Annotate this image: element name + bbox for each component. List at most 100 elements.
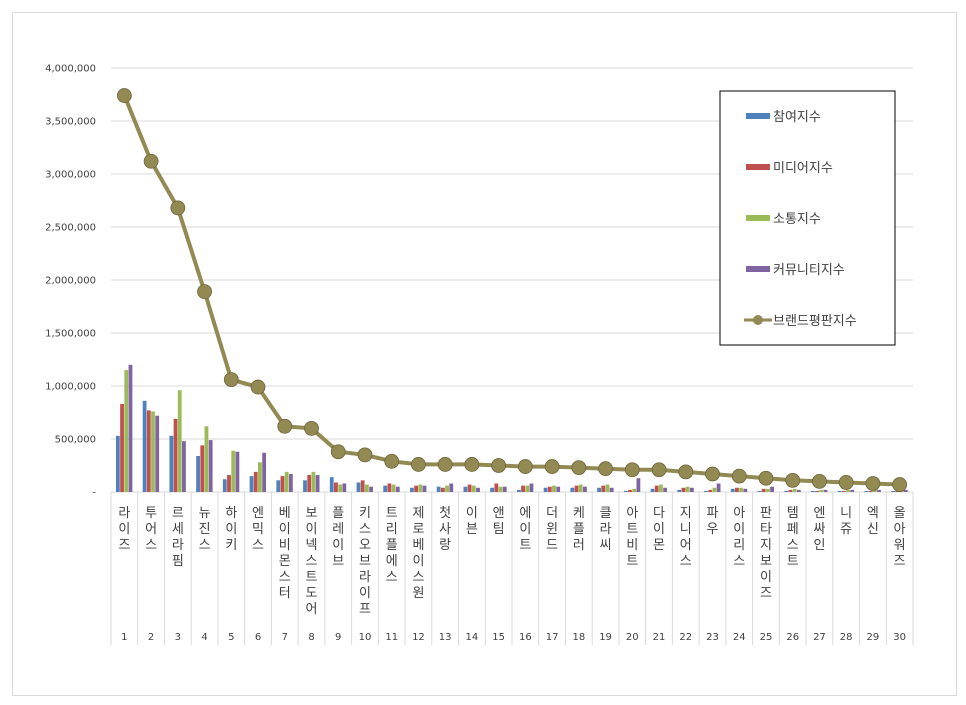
bar-4 [556, 486, 561, 492]
bar-4 [208, 440, 213, 492]
bar-3 [685, 486, 690, 492]
bar-3 [525, 485, 530, 492]
rank-label: 1 [121, 632, 127, 643]
bar-3 [177, 390, 182, 492]
bar-2 [253, 471, 258, 492]
rank-label: 7 [282, 632, 288, 643]
bar-1 [543, 487, 548, 492]
bar-1 [249, 476, 254, 492]
line-marker [116, 88, 132, 103]
bar-4 [850, 489, 855, 492]
bar-1 [597, 487, 601, 492]
line-marker [330, 444, 346, 460]
bar-2 [414, 485, 419, 492]
bar-2 [280, 476, 285, 492]
line-marker [143, 153, 159, 169]
bar-4 [128, 364, 133, 492]
bar-2 [547, 486, 552, 492]
bar-3 [659, 484, 663, 492]
bar-1 [837, 490, 842, 492]
rank-label: 19 [599, 632, 612, 643]
bar-4 [823, 489, 828, 492]
y-tick-label: 500,000 [55, 435, 96, 446]
bar-4 [636, 478, 641, 492]
bar-4 [663, 487, 668, 492]
line-marker [437, 457, 453, 472]
bar-1 [490, 487, 495, 492]
line-marker [785, 472, 801, 488]
bar-4 [235, 451, 240, 492]
legend-label: 커뮤니티지수 [773, 263, 845, 278]
y-tick-label: - [92, 488, 96, 499]
bar-3 [712, 487, 717, 492]
bar-1 [730, 488, 735, 492]
bar-1 [303, 480, 307, 492]
bar-1 [383, 485, 388, 492]
bar-1 [410, 487, 414, 492]
line-marker [197, 284, 212, 300]
bar-2 [227, 475, 231, 492]
legend-swatch [746, 113, 770, 119]
bar-4 [796, 489, 801, 492]
bar-3 [471, 485, 476, 492]
y-tick-label: 3,500,000 [45, 117, 96, 128]
bar-4 [288, 473, 293, 492]
bar-4 [342, 483, 347, 492]
bar-3 [231, 450, 236, 492]
rank-label: 4 [201, 632, 207, 643]
bar-3 [311, 471, 316, 492]
rank-label: 10 [359, 632, 372, 643]
rank-label: 15 [492, 632, 505, 643]
bar-3 [846, 489, 850, 492]
rank-label: 27 [813, 632, 826, 643]
bar-2 [173, 418, 178, 492]
legend-swatch [746, 215, 770, 221]
bar-2 [467, 484, 472, 492]
line-marker [892, 477, 908, 492]
rank-label: 6 [255, 632, 261, 643]
rank-label: 13 [439, 632, 452, 643]
bar-1 [356, 482, 361, 492]
bar-2 [708, 489, 713, 492]
bar-4 [583, 486, 587, 492]
bar-3 [124, 370, 129, 492]
bar-3 [151, 411, 155, 492]
bar-2 [574, 485, 579, 492]
chart-frame: - 500,000 1,000,000 1,500,000 2,000,000 2,500… [12, 12, 957, 696]
line-marker [517, 459, 533, 474]
bar-2 [868, 490, 873, 492]
bar-1 [677, 489, 682, 492]
bar-2 [628, 489, 632, 492]
rank-label: 22 [679, 632, 692, 643]
bar-4 [395, 486, 400, 492]
line-marker [464, 457, 480, 472]
line-marker [705, 466, 720, 482]
bar-2 [120, 404, 124, 492]
rank-label: 11 [385, 632, 398, 643]
rank-label: 25 [760, 632, 773, 643]
bar-2 [681, 487, 686, 492]
bar-2 [360, 480, 365, 492]
legend-marker [753, 315, 763, 325]
bar-3 [872, 489, 877, 492]
bar-1 [436, 486, 441, 492]
bar-1 [222, 479, 227, 492]
bar-3 [792, 488, 797, 492]
bar-3 [418, 484, 423, 492]
bar-4 [155, 415, 160, 492]
line-marker [384, 453, 400, 469]
